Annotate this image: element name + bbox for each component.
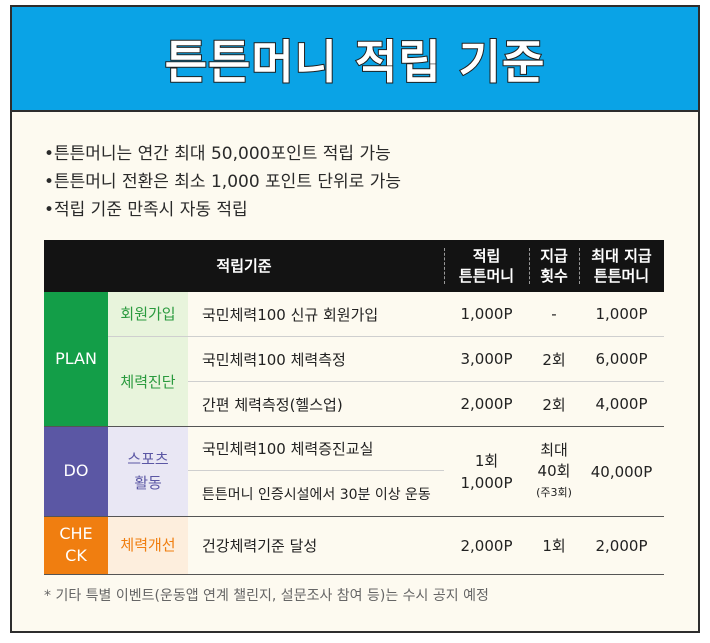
- row-divider: [44, 426, 664, 427]
- header-count: 지급 횟수: [529, 240, 579, 292]
- row-criteria: 국민체력100 체력측정: [202, 350, 346, 369]
- header-divider: [529, 248, 530, 284]
- header-max-line1: 최대 지급: [591, 247, 652, 265]
- row-divider: [108, 336, 664, 337]
- bullet-item: •적립 기준 만족시 자동 적립: [44, 196, 401, 224]
- row-divider: [188, 470, 444, 471]
- subcategory-sports-line1: 스포츠: [127, 450, 169, 468]
- row-divider: [188, 381, 664, 382]
- header-max: 최대 지급 튼튼머니: [579, 240, 664, 292]
- bullet-item: •튼튼머니 전환은 최소 1,000 포인트 단위로 가능: [44, 168, 401, 196]
- do-count-line1: 최대: [540, 441, 568, 459]
- bullet-mark: •: [44, 144, 55, 164]
- row-criteria: 국민체력100 신규 회원가입: [202, 305, 379, 324]
- row-earn: 3,000P: [460, 350, 513, 368]
- header-earn-line2: 튼튼머니: [458, 267, 515, 285]
- row-count: -: [551, 305, 557, 323]
- footnote: * 기타 특별 이벤트(운동앱 연계 챌린지, 설문조사 참여 등)는 수시 공…: [44, 588, 489, 604]
- header-divider: [579, 248, 580, 284]
- do-earn: 1회 1,000P: [444, 427, 529, 516]
- row-earn: 1,000P: [460, 305, 513, 323]
- row-count: 2회: [542, 395, 566, 414]
- do-count-line2: 40회: [537, 462, 571, 480]
- do-count-line3: (주3회): [536, 486, 572, 499]
- header-count-line2: 횟수: [540, 267, 568, 285]
- row-max: 4,000P: [595, 395, 648, 413]
- row-max: 1,000P: [595, 305, 648, 323]
- bullet-text: 튼튼머니 전환은 최소 1,000 포인트 단위로 가능: [54, 172, 401, 192]
- bullet-mark: •: [44, 172, 55, 192]
- row-count: 1회: [542, 537, 566, 555]
- do-earn-line2: 1,000P: [460, 473, 513, 492]
- row-max: 6,000P: [595, 350, 648, 368]
- subcategory-signup: 회원가입: [108, 292, 188, 336]
- page-title: 튼튼머니 적립 기준: [164, 34, 546, 90]
- row-earn: 2,000P: [460, 395, 513, 413]
- do-earn-line1: 1회: [474, 451, 499, 470]
- bullet-item: •튼튼머니는 연간 최대 50,000포인트 적립 가능: [44, 140, 401, 168]
- category-check-line1: CHE: [59, 524, 93, 543]
- do-max: 40,000P: [590, 462, 653, 481]
- subcategory-improve: 체력개선: [108, 516, 188, 574]
- bullet-text: 튼튼머니는 연간 최대 50,000포인트 적립 가능: [54, 144, 391, 164]
- header-criteria: 적립기준: [216, 257, 272, 275]
- table-header: 적립기준 적립 튼튼머니 지급 횟수 최대 지급 튼튼머니: [44, 240, 664, 292]
- category-plan: PLAN: [44, 292, 108, 426]
- do-count: 최대 40회 (주3회): [529, 427, 579, 516]
- title-banner: 튼튼머니 적립 기준: [12, 7, 698, 112]
- bullet-mark: •: [44, 200, 55, 220]
- table-bottom-border: [44, 574, 664, 575]
- header-earn: 적립 튼튼머니: [444, 240, 529, 292]
- bullet-list: •튼튼머니는 연간 최대 50,000포인트 적립 가능 •튼튼머니 전환은 최…: [44, 140, 401, 224]
- row-earn: 2,000P: [460, 536, 513, 555]
- row-max: 2,000P: [595, 536, 648, 555]
- row-divider: [44, 516, 664, 517]
- category-check: CHE CK: [44, 516, 108, 574]
- header-earn-line1: 적립: [472, 247, 501, 265]
- row-criteria: 튼튼머니 인증시설에서 30분 이상 운동: [202, 486, 431, 503]
- row-criteria: 건강체력기준 달성: [202, 537, 318, 555]
- subcategory-sports: 스포츠 활동: [108, 426, 188, 516]
- subcategory-sports-line2: 활동: [134, 474, 162, 492]
- row-criteria: 국민체력100 체력증진교실: [202, 440, 374, 458]
- row-criteria: 간편 체력측정(헬스업): [202, 395, 343, 414]
- category-do: DO: [44, 426, 108, 516]
- bullet-text: 적립 기준 만족시 자동 적립: [54, 200, 248, 220]
- header-divider: [444, 248, 445, 284]
- row-count: 2회: [542, 350, 566, 369]
- subcategory-fitness-test: 체력진단: [108, 337, 188, 426]
- header-count-line1: 지급: [540, 247, 568, 265]
- category-check-line2: CK: [65, 546, 87, 565]
- header-max-line2: 튼튼머니: [593, 267, 650, 285]
